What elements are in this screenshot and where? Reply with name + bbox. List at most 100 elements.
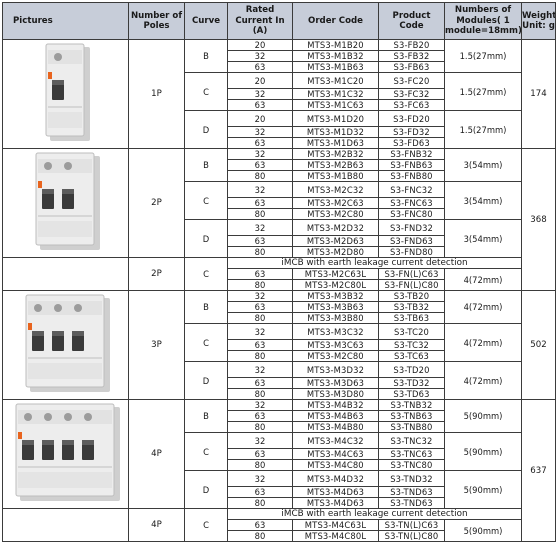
product-code-cell: S3-FND80 xyxy=(378,246,445,258)
order-code-cell: MTS3-M4B80 xyxy=(292,421,379,433)
current-cell: 80 xyxy=(227,350,293,362)
header-product-code: Product Code xyxy=(378,2,445,40)
product-code-cell: S3-FND63 xyxy=(378,235,445,247)
current-cell: 63 xyxy=(227,519,293,531)
picture-cell xyxy=(2,399,129,509)
order-code-cell: MTS3-M2C80L xyxy=(292,279,379,291)
current-cell: 32 xyxy=(227,432,293,449)
header-weight: Weight Unit: g xyxy=(521,2,556,40)
order-code-cell: MTS3-M2C80 xyxy=(292,208,379,220)
modules-cell: 5(90mm) xyxy=(444,470,522,509)
modules-cell: 5(90mm) xyxy=(444,519,522,542)
curve-cell: C xyxy=(184,508,228,542)
table-row: 2P B 32 MTS3-M2B32 S3-FNB32 3(54mm) 368 xyxy=(2,148,556,291)
current-cell: 32 xyxy=(227,88,293,100)
modules-cell: 4(72mm) xyxy=(444,290,522,324)
order-code-cell: MTS3-M3C32 xyxy=(292,323,379,340)
current-cell: 80 xyxy=(227,170,293,182)
breaker-illustration xyxy=(25,294,110,392)
table-row: 80 MTS3-M4C80 S3-TNC80 xyxy=(3,459,556,471)
product-code-cell: S3-TD20 xyxy=(378,361,445,378)
product-code-cell: S3-FC63 xyxy=(378,99,445,111)
product-code-cell: S3-TND32 xyxy=(378,470,445,487)
product-code-cell: S3-TNC80 xyxy=(378,459,445,471)
picture-cell xyxy=(2,290,129,400)
order-code-cell: MTS3-M2D32 xyxy=(292,219,379,236)
mcb-2p-photo xyxy=(4,150,128,257)
current-cell: 32 xyxy=(227,181,293,198)
product-spec-table: Pictures Number of Poles Curve Rated Cur… xyxy=(2,2,556,542)
product-code-cell: S3-FNB32 xyxy=(378,148,445,160)
current-cell: 80 xyxy=(227,530,293,542)
product-code-cell: S3-TND63 xyxy=(378,486,445,498)
modules-cell: 1.5(27mm) xyxy=(444,72,522,111)
table-row: 80 MTS3-M4B80 S3-TNB80 xyxy=(3,421,556,433)
picture-cell xyxy=(2,257,129,291)
order-code-cell: MTS3-M3C63 xyxy=(292,339,379,351)
current-cell: 32 xyxy=(227,219,293,236)
order-code-cell: MTS3-M2C32 xyxy=(292,181,379,198)
product-code-cell: S3-FNC63 xyxy=(378,197,445,209)
order-code-cell: MTS3-M1B32 xyxy=(292,50,379,62)
current-cell: 63 xyxy=(227,159,293,171)
product-code-cell: S3-FC20 xyxy=(378,72,445,89)
order-code-cell: MTS3-M2C63L xyxy=(292,268,379,280)
order-code-cell: MTS3-M1B20 xyxy=(292,39,379,51)
breaker-illustration xyxy=(45,43,90,141)
poles-cell: 2P xyxy=(128,257,185,291)
leakage-note: iMCB with earth leakage current detectio… xyxy=(227,508,522,520)
breaker-illustration xyxy=(35,152,100,250)
modules-cell: 1.5(27mm) xyxy=(444,39,522,73)
current-cell: 80 xyxy=(227,246,293,258)
current-cell: 63 xyxy=(227,377,293,389)
product-code-cell: S3-FB32 xyxy=(378,50,445,62)
table-row: 80 MTS3-M4D63 S3-TND63 xyxy=(3,497,556,509)
picture-cell xyxy=(2,39,129,149)
order-code-cell: MTS3-M1D32 xyxy=(292,126,379,138)
product-code-cell: S3-FND32 xyxy=(378,219,445,236)
header-poles: Number of Poles xyxy=(128,2,185,40)
current-cell: 80 xyxy=(227,459,293,471)
order-code-cell: MTS3-M1C63 xyxy=(292,99,379,111)
order-code-cell: MTS3-M1B63 xyxy=(292,61,379,73)
modules-cell: 5(90mm) xyxy=(444,399,522,433)
order-code-cell: MTS3-M1B80 xyxy=(292,170,379,182)
curve-cell: B xyxy=(184,148,228,182)
current-cell: 80 xyxy=(227,208,293,220)
product-code-cell: S3-TNB63 xyxy=(378,410,445,422)
table-row: 32 MTS3-M1B32 S3-FB32 xyxy=(3,50,556,62)
current-cell: 63 xyxy=(227,197,293,209)
order-code-cell: MTS3-M1C32 xyxy=(292,88,379,100)
current-cell: 80 xyxy=(227,388,293,400)
curve-cell: C xyxy=(184,432,228,471)
product-code-cell: S3-TB32 xyxy=(378,301,445,313)
order-code-cell: MTS3-M1D63 xyxy=(292,137,379,149)
order-code-cell: MTS3-M3B32 xyxy=(292,290,379,302)
poles-cell: 2P xyxy=(128,148,185,258)
order-code-cell: MTS3-M4C32 xyxy=(292,432,379,449)
weight-cell: 174 xyxy=(521,39,556,149)
table-row: 63 MTS3-M1D63 S3-FD63 xyxy=(3,137,556,149)
product-code-cell: S3-FNC80 xyxy=(378,208,445,220)
header-modules: Numbers of Modules( 1 module=18mm) xyxy=(444,2,522,40)
table-row: C 32 MTS3-M4C32 S3-TNC32 5(90mm) xyxy=(3,432,556,471)
curve-cell: D xyxy=(184,470,228,509)
curve-cell: C xyxy=(184,257,228,291)
product-code-cell: S3-TB63 xyxy=(378,312,445,324)
current-cell: 20 xyxy=(227,72,293,89)
current-cell: 63 xyxy=(227,486,293,498)
current-cell: 80 xyxy=(227,497,293,509)
order-code-cell: MTS3-M4C63 xyxy=(292,448,379,460)
weight-cell: 637 xyxy=(521,399,556,542)
poles-cell: 3P xyxy=(128,290,185,400)
product-code-cell: S3-FD63 xyxy=(378,137,445,149)
current-cell: 80 xyxy=(227,312,293,324)
header-order-code: Order Code xyxy=(292,2,379,40)
table-row: 1P B 20 MTS3-M1B20 S3-FB20 1.5(27mm) 174 xyxy=(2,39,556,149)
product-code-cell: S3-FN(L)C80 xyxy=(378,279,445,291)
table-row: 63 MTS3-M4D63 S3-TND63 xyxy=(3,486,556,498)
curve-cell: C xyxy=(184,181,228,220)
order-code-cell: MTS3-M4D32 xyxy=(292,470,379,487)
product-code-cell: S3-TD32 xyxy=(378,377,445,389)
